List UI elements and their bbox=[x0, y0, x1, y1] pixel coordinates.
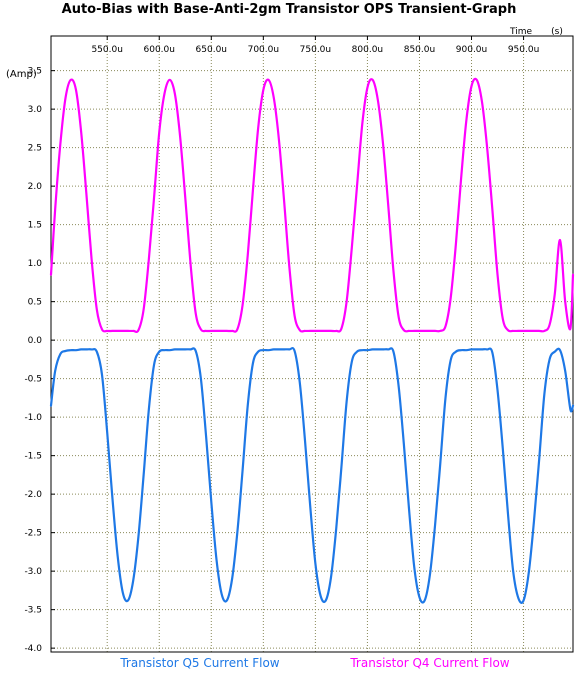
x-tick-label: 550.0u bbox=[91, 45, 122, 55]
x-tick-label: 750.0u bbox=[300, 45, 331, 55]
series-line-q5 bbox=[49, 346, 575, 604]
y-tick-label: 2.5 bbox=[28, 144, 42, 154]
y-tick-label: -1.5 bbox=[24, 452, 42, 462]
grid bbox=[51, 36, 573, 652]
series-layer bbox=[49, 77, 575, 604]
x-tick-label: 800.0u bbox=[352, 45, 383, 55]
y-tick-label: -3.5 bbox=[24, 606, 42, 616]
x-tick-label: 600.0u bbox=[144, 45, 175, 55]
y-tick-label: 3.5 bbox=[28, 67, 42, 77]
legend-item-q4: Transistor Q4 Current Flow bbox=[349, 656, 509, 670]
y-axis-title: (Amp) bbox=[6, 69, 37, 80]
y-tick-label: -0.5 bbox=[24, 375, 42, 385]
y-tick-label: -4.0 bbox=[24, 644, 42, 654]
x-axis-ticks: 550.0u 600.0u 650.0u 700.0u 750.0u 800.0u 850.… bbox=[91, 36, 539, 55]
chart-title: Auto-Bias with Base-Anti-2gm Transistor … bbox=[61, 2, 517, 17]
legend-item-q5: Transistor Q5 Current Flow bbox=[119, 656, 279, 670]
x-tick-label: 850.0u bbox=[404, 45, 435, 55]
y-tick-label: -2.0 bbox=[24, 490, 42, 500]
y-axis-ticks: 3.5 3.0 2.5 2.0 1.5 1.0 0.5 0.0 -0.5 -1.0 -1.5 -2.0… bbox=[24, 67, 55, 654]
y-tick-label: 2.0 bbox=[28, 182, 43, 192]
x-axis-unit: (s) bbox=[551, 27, 563, 37]
y-tick-label: -2.5 bbox=[24, 529, 42, 539]
x-axis-title: Time bbox=[509, 27, 532, 37]
x-tick-label: 950.0u bbox=[508, 45, 539, 55]
y-tick-label: 1.5 bbox=[28, 221, 42, 231]
y-tick-label: 1.0 bbox=[28, 259, 43, 269]
plot-frame bbox=[50, 35, 574, 653]
y-tick-label: 0.5 bbox=[28, 298, 42, 308]
y-tick-label: 3.0 bbox=[28, 105, 43, 115]
legend: Transistor Q4 Current Flow Transistor Q5 … bbox=[119, 656, 509, 670]
y-tick-label: 0.0 bbox=[28, 336, 43, 346]
y-tick-label: -1.0 bbox=[24, 413, 42, 423]
series-line-q4 bbox=[49, 77, 575, 334]
x-tick-label: 650.0u bbox=[196, 45, 227, 55]
x-tick-label: 900.0u bbox=[456, 45, 487, 55]
y-tick-label: -3.0 bbox=[24, 567, 42, 577]
x-tick-label: 700.0u bbox=[248, 45, 279, 55]
